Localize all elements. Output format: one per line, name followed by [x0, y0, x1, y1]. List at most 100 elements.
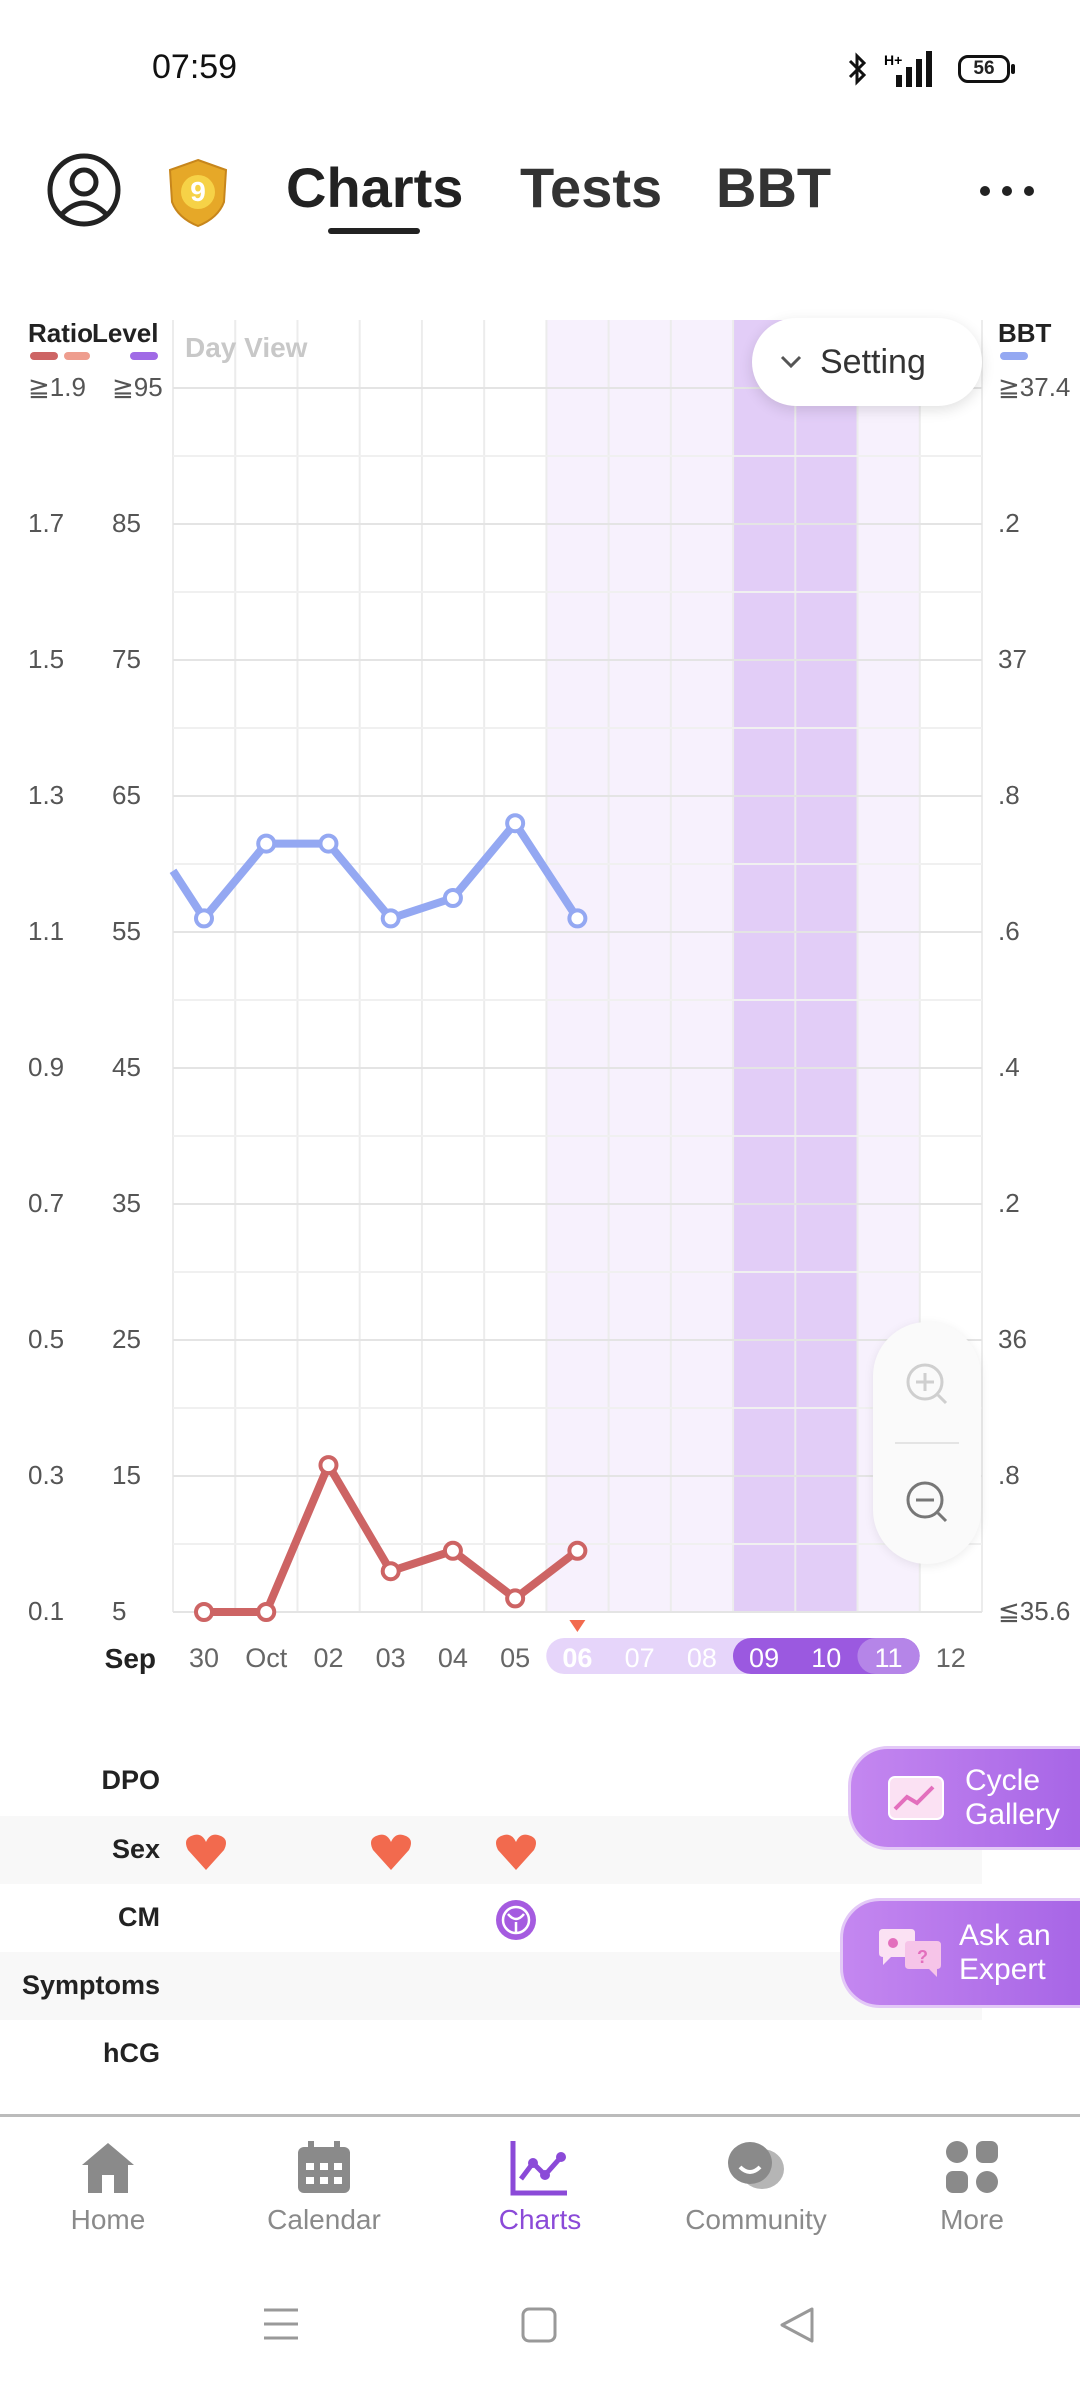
cycle-gallery-button[interactable]: Cycle Gallery [848, 1746, 1080, 1850]
level-tick-label: 55 [112, 916, 141, 946]
bbt-tick-label: ≧37.4 [998, 372, 1071, 402]
home-icon [82, 2143, 134, 2193]
date-label: 10 [811, 1643, 841, 1673]
heart-icon[interactable] [184, 1832, 228, 1872]
bbt-point [194, 908, 214, 929]
ratio-tick-label: 1.5 [28, 644, 65, 674]
lh-point [442, 1540, 463, 1561]
zoom-controls [873, 1322, 981, 1564]
status-time: 07:59 [152, 48, 238, 86]
bbt-point [442, 888, 463, 908]
back-icon[interactable] [778, 2306, 816, 2344]
level-tick-label: ≧95 [112, 372, 163, 402]
tab-tests[interactable]: Tests [520, 156, 663, 219]
bbt-axis-header: BBT [998, 318, 1052, 348]
date-label: 08 [687, 1643, 717, 1673]
nav-calendar-label: Calendar [267, 2204, 381, 2235]
bottom-nav: Home Calendar Charts Community More [0, 2114, 1080, 2277]
bluetooth-icon [848, 52, 867, 86]
setting-label: Setting [820, 342, 926, 381]
sex-row-bg [0, 1816, 982, 1884]
date-label: 05 [500, 1643, 530, 1673]
hcg-row-label: hCG [103, 2038, 160, 2068]
level-tick-label: 45 [112, 1052, 141, 1082]
level-tick-label: 25 [112, 1324, 141, 1354]
symptoms-row-bg [0, 1952, 982, 2020]
setting-button[interactable]: Setting [752, 318, 982, 406]
ratio-tick-label: 0.3 [28, 1460, 65, 1490]
level-badge[interactable]: 9 [166, 158, 230, 228]
nav-charts[interactable]: Charts [440, 2137, 640, 2236]
ask-expert-button[interactable]: ? Ask an Expert [840, 1898, 1080, 2008]
bbt-tick-label: .2 [998, 1188, 1020, 1218]
ratio-tick-label: 0.1 [28, 1596, 65, 1626]
home-square-icon[interactable] [520, 2306, 558, 2344]
tab-bbt[interactable]: BBT [716, 156, 832, 219]
date-label: 02 [313, 1643, 343, 1673]
ask-expert-line1: Ask an [959, 1919, 1051, 1952]
chevron-down-icon [780, 355, 802, 369]
date-label: 30 [189, 1643, 219, 1673]
heart-icon[interactable] [369, 1832, 413, 1872]
active-tab-indicator [328, 228, 420, 234]
level-tick-label: 35 [112, 1188, 141, 1218]
more-dots-icon[interactable] [978, 184, 1036, 198]
bbt-tick-label: .8 [998, 780, 1020, 810]
today-marker [569, 1620, 586, 1632]
menu-icon[interactable] [262, 2306, 300, 2342]
nav-charts-label: Charts [498, 2204, 582, 2235]
date-label: 12 [936, 1643, 966, 1673]
day-view-label: Day View [185, 332, 308, 363]
nav-community-label: Community [685, 2204, 827, 2235]
ratio-tick-label: 1.1 [28, 916, 65, 946]
bbt-tick-label: .2 [998, 508, 1020, 538]
bbt-legend-swatch [1000, 352, 1028, 360]
fertility-chart[interactable]: SepCD30Oct020304050607080910111214151617… [0, 300, 1080, 1680]
lh-point [318, 1455, 339, 1476]
date-label: 06 [562, 1643, 592, 1673]
bbt-point [567, 908, 588, 929]
date-label: 03 [376, 1643, 406, 1673]
ratio-tick-label: ≧1.9 [28, 372, 86, 402]
zoom-in-icon[interactable] [905, 1362, 949, 1406]
nav-calendar[interactable]: Calendar [224, 2137, 424, 2236]
shield-badge-icon [168, 158, 228, 228]
zoom-divider [895, 1442, 959, 1444]
heart-icon[interactable] [494, 1832, 538, 1872]
svg-text:H+: H+ [884, 52, 902, 68]
bbt-tick-label: .6 [998, 916, 1020, 946]
badge-level-number: 9 [190, 176, 206, 207]
ratio-tick-label: 1.3 [28, 780, 65, 810]
level-tick-label: 65 [112, 780, 141, 810]
calendar-icon [298, 2141, 350, 2193]
cervical-mucus-icon[interactable] [494, 1898, 538, 1942]
ovulation-end-pill [857, 1638, 920, 1674]
chart-icon [510, 2141, 567, 2196]
nav-community[interactable]: Community [656, 2137, 856, 2236]
nav-more[interactable]: More [872, 2137, 1072, 2236]
ratio-tick-label: 1.7 [28, 508, 65, 538]
nav-more-label: More [940, 2204, 1004, 2235]
lh-point [256, 1602, 277, 1622]
ask-expert-icon: ? [879, 1929, 941, 1977]
nav-home[interactable]: Home [8, 2137, 208, 2236]
date-label: 11 [875, 1643, 903, 1673]
bbt-tick-label: 37 [998, 644, 1027, 674]
lh-point [380, 1561, 401, 1582]
signal-icon: H+ [884, 51, 932, 87]
svg-text:?: ? [917, 1947, 928, 1967]
lh-line [204, 1461, 580, 1616]
lh-point [505, 1588, 526, 1609]
bbt-point [380, 908, 401, 929]
profile-avatar-icon[interactable] [46, 152, 122, 228]
tab-charts[interactable]: Charts [286, 156, 464, 219]
ratio-axis-header: Ratio [28, 318, 93, 348]
ratio-tick-label: 0.7 [28, 1188, 65, 1218]
zoom-out-icon[interactable] [905, 1480, 949, 1524]
month-label: Sep [105, 1643, 156, 1674]
gallery-chart-icon [888, 1776, 944, 1820]
ratio-tick-label: 0.5 [28, 1324, 65, 1354]
level-legend-swatch [130, 352, 158, 360]
level-tick-label: 5 [112, 1596, 127, 1626]
ratio-legend-swatch-light [64, 352, 90, 360]
